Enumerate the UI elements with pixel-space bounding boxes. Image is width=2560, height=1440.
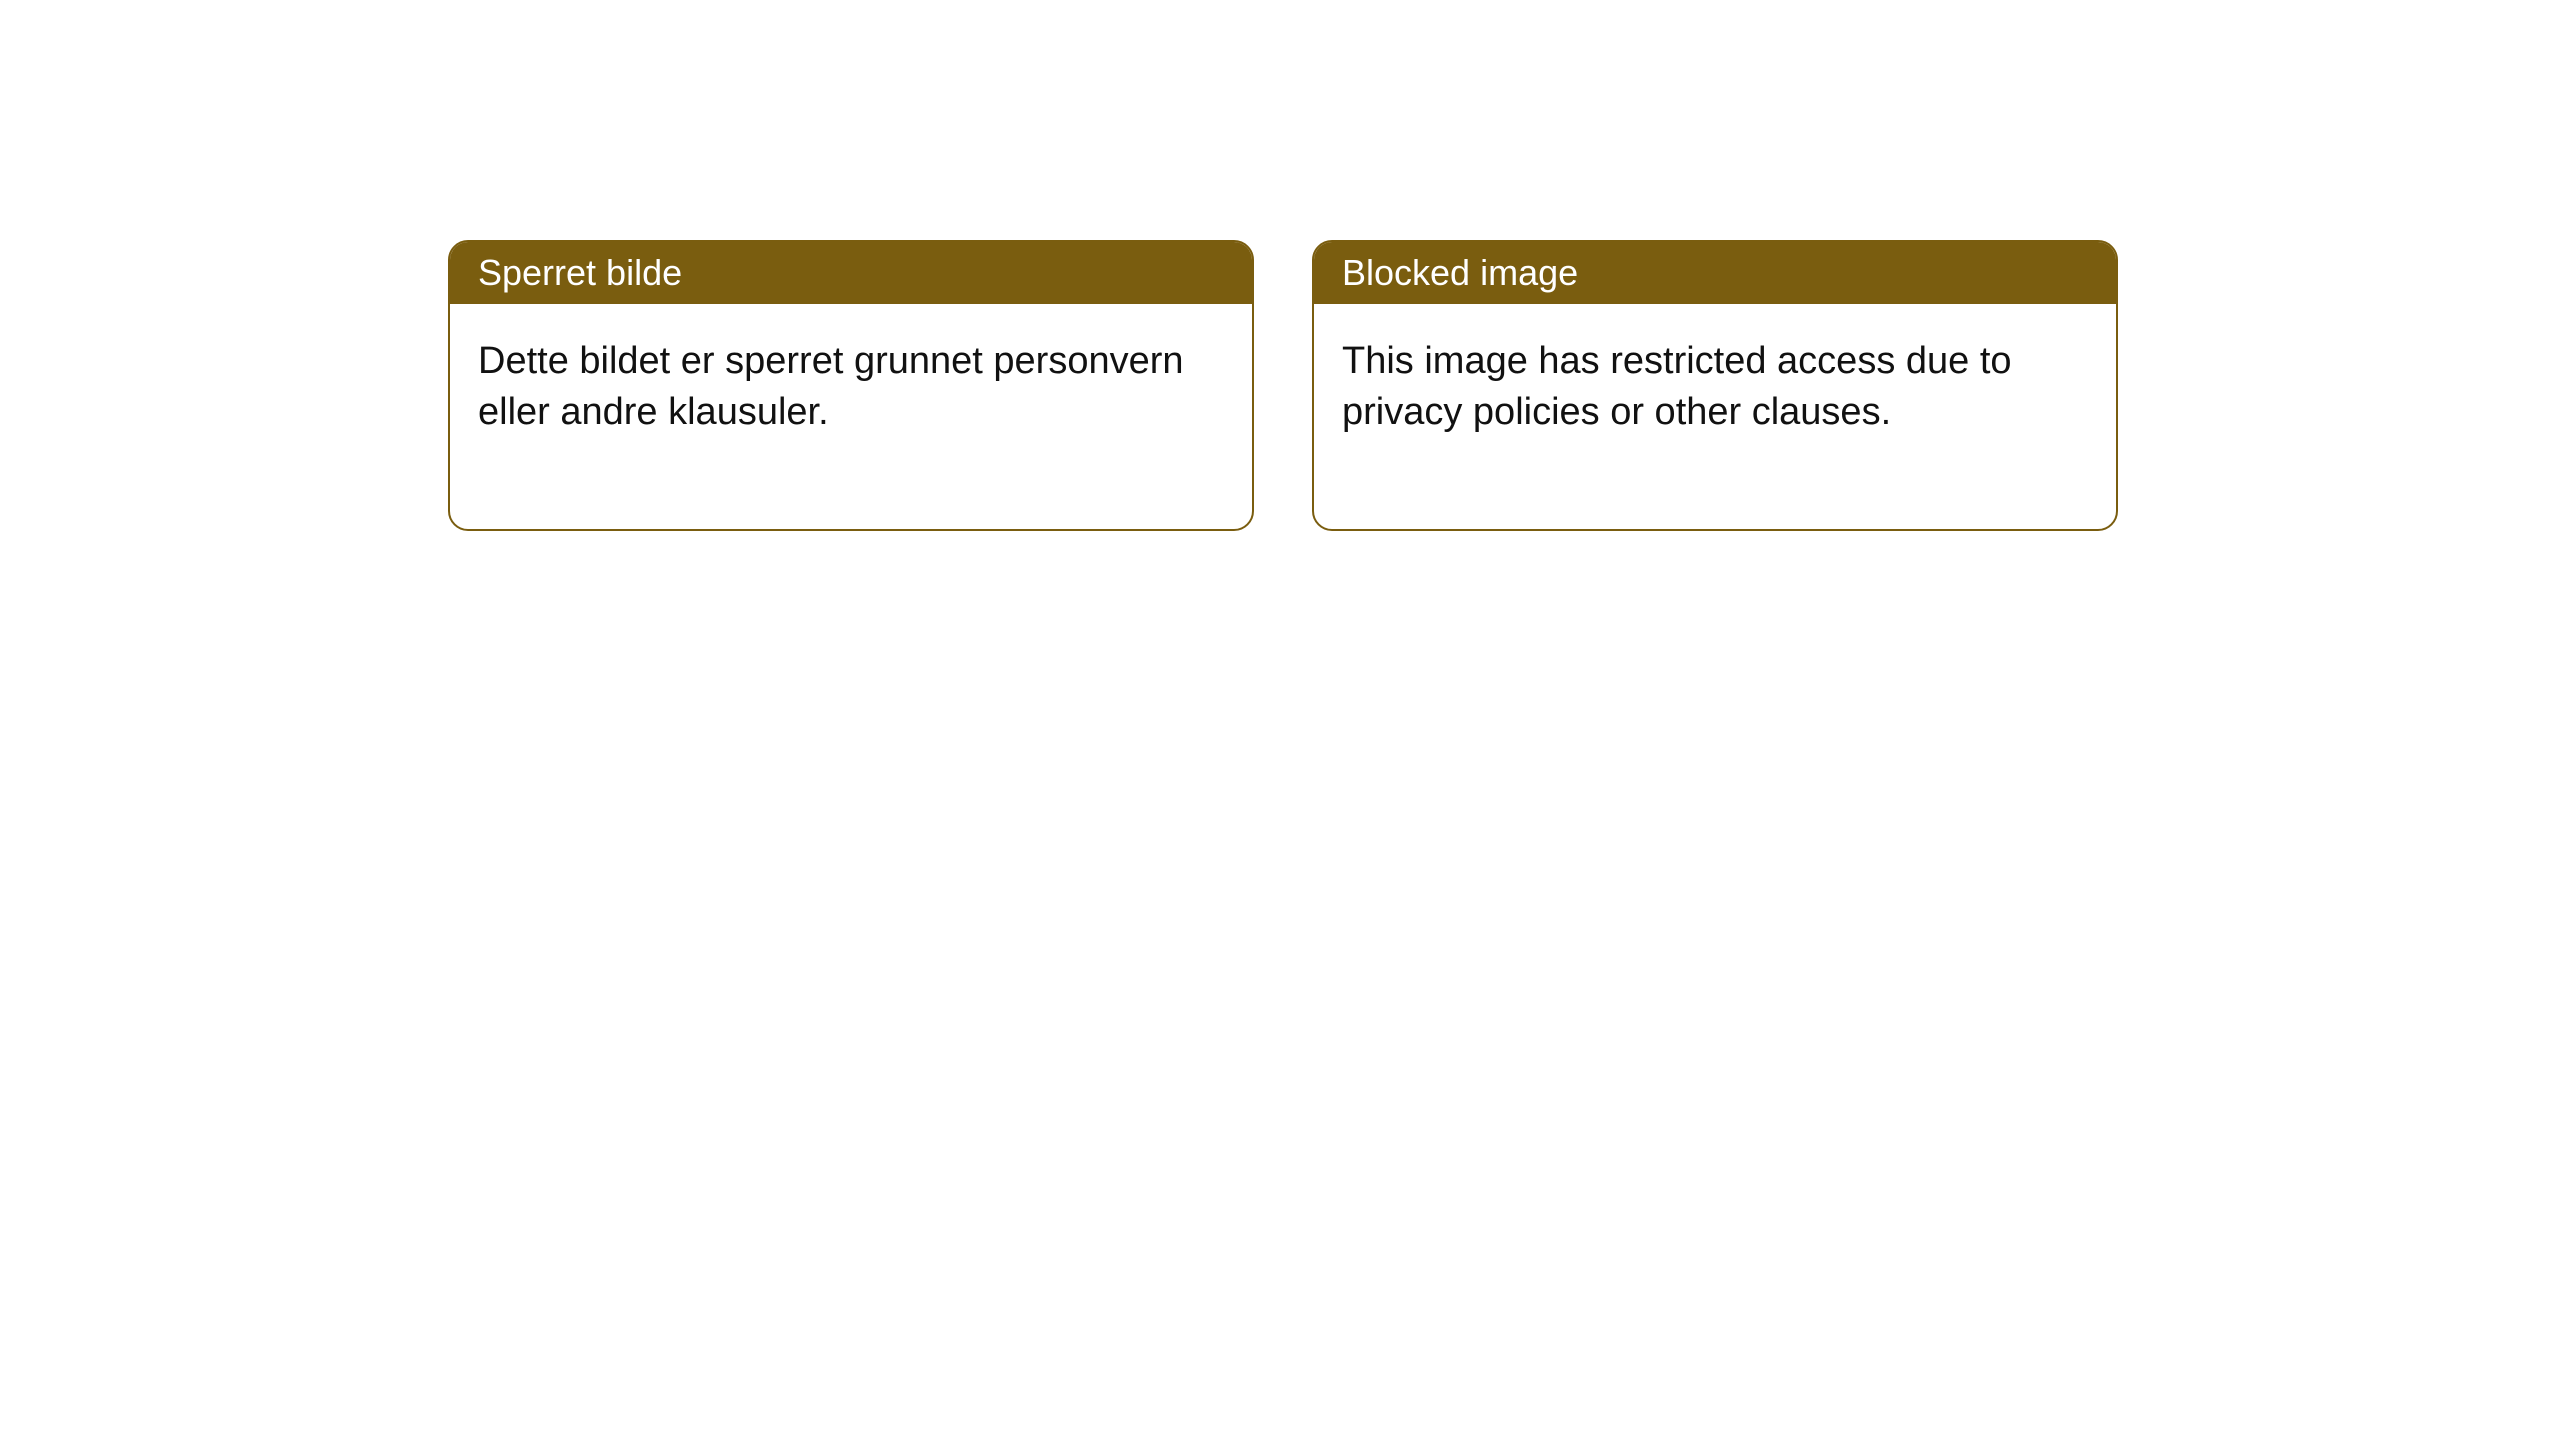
notice-card-header: Blocked image bbox=[1314, 242, 2116, 304]
notice-card-norwegian: Sperret bilde Dette bildet er sperret gr… bbox=[448, 240, 1254, 531]
notice-card-body: This image has restricted access due to … bbox=[1314, 304, 2116, 529]
notice-card-header: Sperret bilde bbox=[450, 242, 1252, 304]
notice-cards-container: Sperret bilde Dette bildet er sperret gr… bbox=[448, 240, 2118, 531]
notice-card-body: Dette bildet er sperret grunnet personve… bbox=[450, 304, 1252, 529]
notice-card-english: Blocked image This image has restricted … bbox=[1312, 240, 2118, 531]
